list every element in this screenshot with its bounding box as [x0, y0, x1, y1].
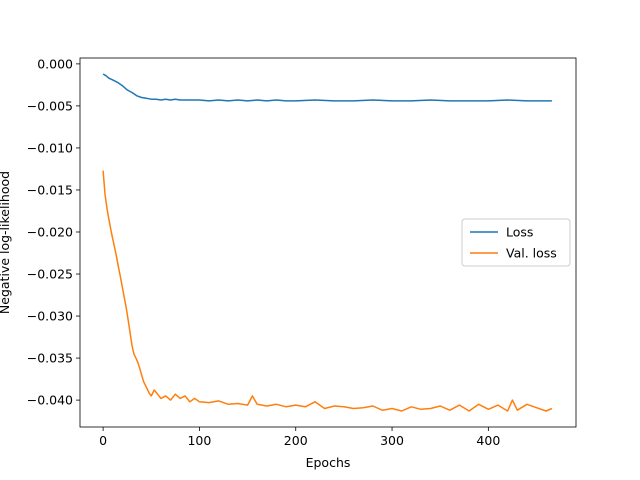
plot-frame	[79, 57, 577, 428]
x-tick-label: 300	[380, 433, 404, 448]
y-tick-label: −0.025	[27, 267, 73, 282]
x-tick-label: 0	[99, 433, 107, 448]
x-tick-label: 200	[284, 433, 308, 448]
x-tick-label: 400	[476, 433, 500, 448]
x-axis-label: Epochs	[306, 455, 351, 470]
y-axis-label: Negative log-likelihood	[0, 171, 12, 314]
series-line-1	[102, 170, 553, 412]
x-tick-label: 100	[187, 433, 211, 448]
y-tick-label: −0.005	[27, 98, 73, 113]
legend-label-1: Val. loss	[506, 246, 557, 261]
y-tick-label: −0.030	[27, 309, 73, 324]
y-tick-label: −0.040	[27, 393, 73, 408]
y-tick-label: 0.000	[37, 56, 73, 71]
legend-box	[461, 218, 571, 267]
x-axis: 0 100 200 300 400	[99, 427, 500, 448]
series-line-0	[102, 73, 552, 102]
legend: Loss Val. loss	[461, 218, 571, 267]
y-tick-label: −0.015	[27, 182, 73, 197]
y-tick-label: −0.035	[27, 351, 73, 366]
y-axis: 0.000 −0.005 −0.010 −0.015 −0.020 −0.025 −0.03…	[27, 56, 80, 408]
series-layer	[102, 73, 553, 412]
y-tick-label: −0.010	[27, 140, 73, 155]
legend-label-0: Loss	[506, 225, 533, 240]
y-tick-label: −0.020	[27, 224, 73, 239]
